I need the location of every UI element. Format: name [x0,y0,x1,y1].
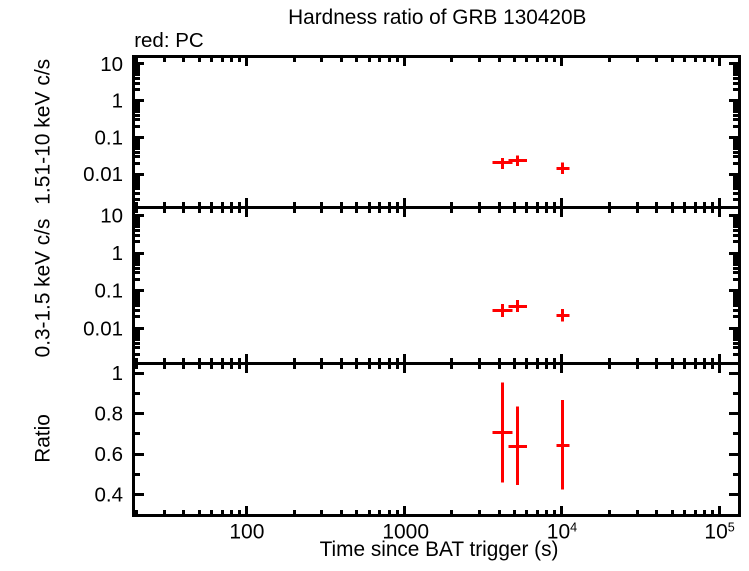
svg-text:10: 10 [100,53,123,76]
svg-text:104: 104 [547,520,577,543]
svg-text:105: 105 [704,520,734,543]
svg-text:0.3-1.5 keV c/s: 0.3-1.5 keV c/s [32,219,55,358]
svg-text:0.1: 0.1 [95,126,124,149]
svg-text:0.1: 0.1 [95,280,124,303]
svg-text:Ratio: Ratio [32,414,55,463]
svg-text:1: 1 [112,242,123,265]
svg-text:1: 1 [112,90,123,113]
svg-text:0.8: 0.8 [95,403,124,426]
svg-text:0.01: 0.01 [83,317,123,340]
svg-text:1: 1 [112,362,123,385]
svg-text:Hardness ratio of GRB 130420B: Hardness ratio of GRB 130420B [288,6,586,29]
svg-text:1.51-10 keV c/s: 1.51-10 keV c/s [32,59,55,205]
svg-text:0.4: 0.4 [95,484,124,507]
svg-text:red: PC: red: PC [134,29,204,52]
svg-text:10: 10 [100,205,123,228]
svg-text:0.01: 0.01 [83,163,123,186]
svg-text:100: 100 [229,520,264,543]
svg-text:Time since BAT trigger (s): Time since BAT trigger (s) [320,538,559,561]
svg-text:1000: 1000 [382,520,429,543]
svg-text:0.6: 0.6 [95,443,124,466]
